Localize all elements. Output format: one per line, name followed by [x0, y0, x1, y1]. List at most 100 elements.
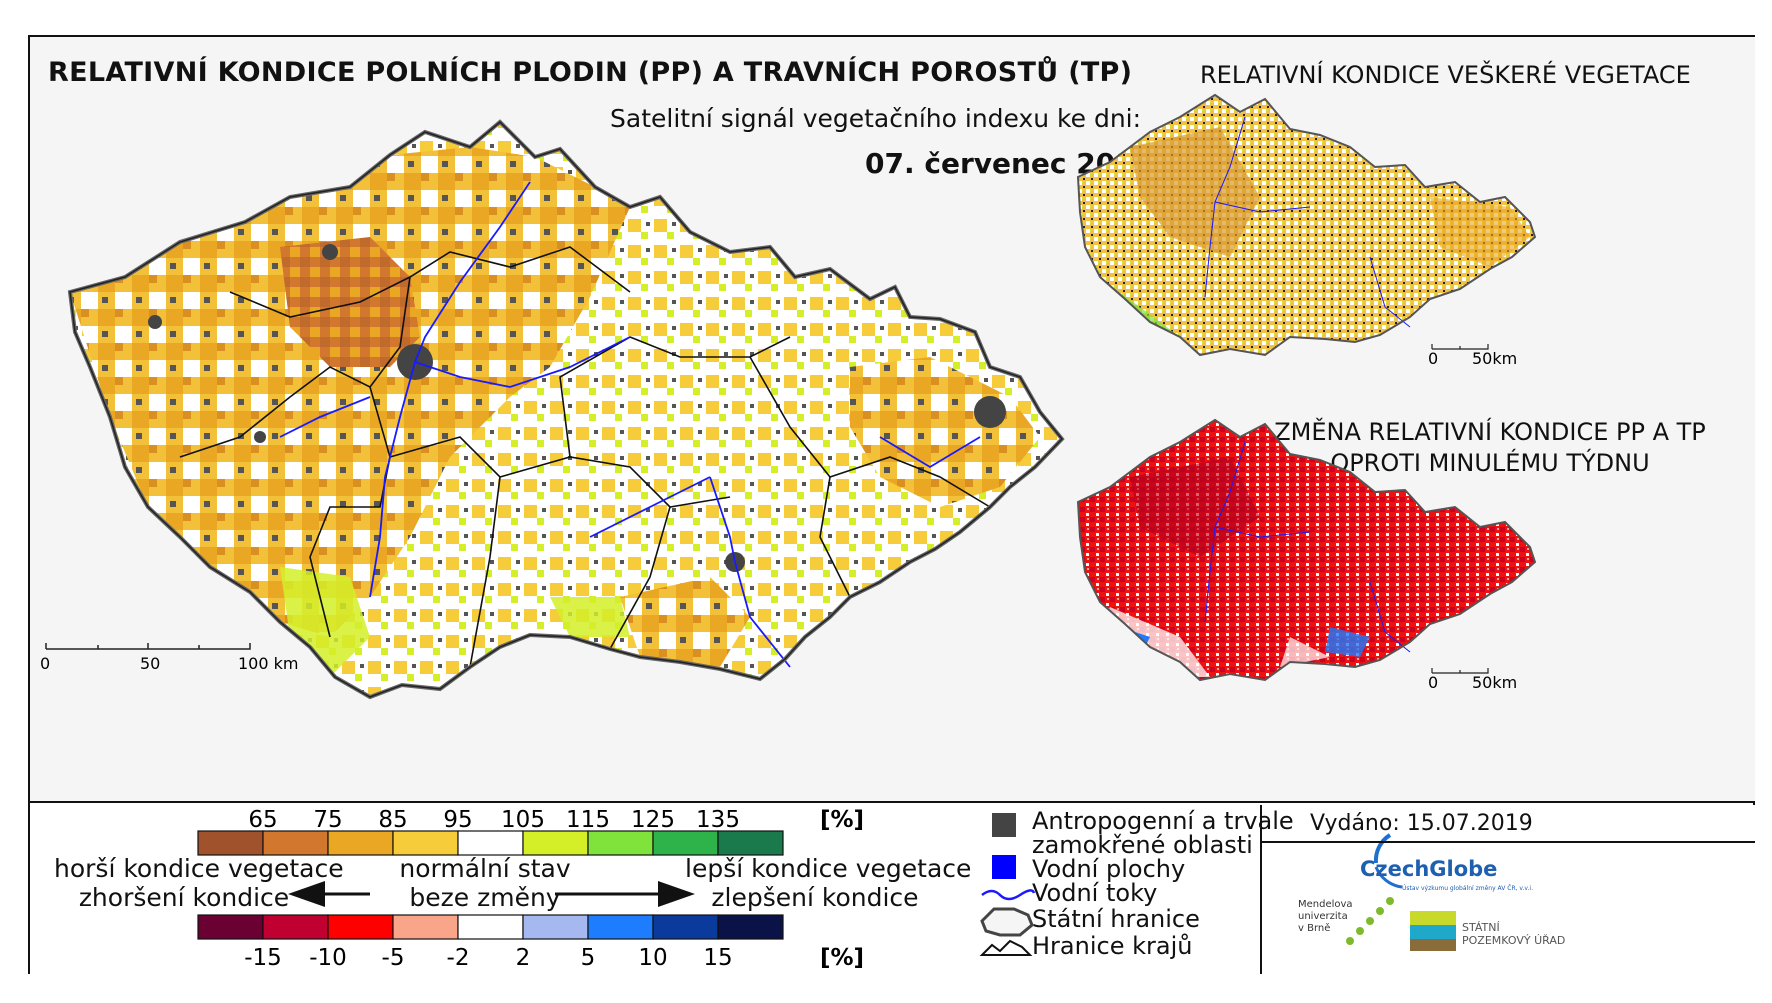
condition-label-2: 85: [378, 807, 407, 833]
rivers: [279, 181, 981, 668]
legend-svg: 65 75 85 95 105 115 125 135 [%] -15 -10 -5 -2 2 5 10 1…: [197, 807, 1456, 971]
no-change-label: beze změny: [409, 883, 561, 912]
water-bodies-swatch: [992, 855, 1016, 879]
spu-logo-icon: [1410, 911, 1456, 951]
water-bodies-label: Vodní plochy: [1032, 855, 1186, 883]
anthropogenic-label-line1: Antropogenní a trvale: [1032, 807, 1294, 835]
state-border-inner: [69, 120, 1064, 698]
legend-panel: 65 75 85 95 105 115 125 135 [%] -15 -10 -5 -2 2 5 10 1…: [30, 805, 1755, 974]
main-scalebar-label-50: 50: [140, 654, 160, 673]
mendel-line1: Mendelova: [1298, 899, 1353, 910]
region-border-label: Hranice krajů: [1032, 932, 1193, 960]
condition-swatch-5: [522, 830, 589, 856]
change-unit: [%]: [820, 945, 864, 971]
change-swatch-2: [327, 914, 394, 940]
change-swatch-0: [197, 914, 264, 940]
condition-label-5: 115: [566, 807, 610, 833]
state-border-icon: [980, 907, 1034, 937]
change-label-0: -15: [244, 945, 282, 971]
inset-vegetation-scalebar: [1431, 344, 1489, 350]
spu-line1: STÁTNÍ: [1462, 921, 1500, 934]
worse-change-label: zhoršení kondice: [78, 883, 290, 912]
czechglobe-logo: CzechGlobe: [1360, 857, 1498, 881]
better-condition-label: lepší kondice vegetace: [685, 854, 972, 883]
condition-label-4: 105: [501, 807, 545, 833]
change-label-5: 5: [581, 945, 596, 971]
map-frame: RELATIVNÍ KONDICE POLNÍCH PLODIN (PP) A …: [28, 35, 1755, 974]
region-borders: [179, 246, 991, 668]
condition-color-bar: [197, 830, 784, 856]
info-divider-h: [1260, 841, 1755, 843]
condition-swatch-8: [717, 830, 784, 856]
right-arrow: [555, 881, 695, 907]
condition-swatch-2: [327, 830, 394, 856]
condition-swatch-0: [197, 830, 264, 856]
worse-condition-label: horší kondice vegetace: [54, 854, 344, 883]
change-swatch-4: [457, 914, 524, 940]
change-swatch-8: [717, 914, 784, 940]
inset-vegetation-rivers: [1204, 116, 1411, 328]
change-labels: -15 -10 -5 -2 2 5 10 15: [244, 945, 732, 971]
subtitle: Satelitní signál vegetačního indexu ke d…: [610, 104, 1142, 133]
main-title: RELATIVNÍ KONDICE POLNÍCH PLODIN (PP) A …: [48, 57, 1133, 88]
state-border-label: Státní hranice: [1032, 905, 1200, 933]
change-swatch-3: [392, 914, 459, 940]
change-label-6: 10: [638, 945, 667, 971]
inset-change-scalebar: [1431, 668, 1489, 674]
mendel-logo: Mendelova univerzita v Brně: [1298, 899, 1353, 935]
main-map: 0 50 100 km: [40, 93, 1537, 700]
condition-swatch-7: [652, 830, 719, 856]
mendel-line3: v Brně: [1298, 923, 1331, 934]
inset-change-scale-50: 50km: [1472, 673, 1517, 692]
mendel-logo-icon: [1346, 897, 1394, 945]
inset-vegetation-map: [1078, 95, 1535, 355]
condition-label-6: 125: [631, 807, 675, 833]
info-divider: [1260, 805, 1262, 974]
inset-change-rivers: [1204, 441, 1411, 653]
change-swatch-7: [652, 914, 719, 940]
normal-state-label: normální stav: [399, 854, 571, 883]
change-label-2: -5: [382, 945, 405, 971]
czechglobe-subtitle: Ústav výzkumu globální změny AV ČR, v.v.…: [1402, 885, 1533, 892]
region-border-icon: [979, 939, 1033, 956]
better-change-label: zlepšení kondice: [711, 883, 919, 912]
inset-vegetation-scale-50: 50km: [1472, 349, 1517, 368]
inset-vegetation-border: [1076, 93, 1537, 357]
water-streams-icon: [981, 889, 1036, 901]
condition-swatch-1: [262, 830, 329, 856]
change-swatch-5: [522, 914, 589, 940]
condition-label-1: 75: [313, 807, 342, 833]
inset-change-scale-0: 0: [1428, 673, 1438, 692]
inset-change-map: [1078, 420, 1535, 680]
spu-line2: POZEMKOVÝ ÚŘAD: [1462, 934, 1566, 947]
condition-swatch-6: [587, 830, 654, 856]
condition-label-7: 135: [696, 807, 740, 833]
condition-unit: [%]: [820, 807, 864, 833]
main-scalebar-label-100: 100 km: [238, 654, 298, 673]
czechglobe-logo-icon: [1373, 833, 1403, 889]
spu-logo: STÁTNÍ POZEMKOVÝ ÚŘAD: [1462, 921, 1565, 947]
condition-swatch-4: [457, 830, 524, 856]
change-label-3: -2: [447, 945, 470, 971]
change-label-4: 2: [516, 945, 531, 971]
anthropogenic-label-line2: zamokřené oblasti: [1032, 831, 1253, 859]
condition-labels: 65 75 85 95 105 115 125 135: [248, 807, 740, 833]
inset-change-title-line2: OPROTI MINULÉMU TÝDNU: [1330, 449, 1650, 477]
change-label-1: -10: [309, 945, 347, 971]
change-swatch-1: [262, 914, 329, 940]
water-streams-label: Vodní toky: [1032, 879, 1158, 907]
change-label-7: 15: [703, 945, 732, 971]
inset-change-border: [1076, 418, 1537, 682]
map-panel: RELATIVNÍ KONDICE POLNÍCH PLODIN (PP) A …: [30, 37, 1755, 803]
mendel-line2: univerzita: [1298, 911, 1348, 922]
inset-change-title: ZMĚNA RELATIVNÍ KONDICE PP A TP OPROTI M…: [1240, 417, 1740, 479]
main-scalebar: [45, 643, 251, 650]
left-arrow: [288, 881, 370, 907]
inset-vegetation-scale-0: 0: [1428, 349, 1438, 368]
anthropogenic-swatch: [992, 813, 1016, 837]
main-scalebar-label-0: 0: [40, 654, 50, 673]
issued-date: Vydáno: 15.07.2019: [1310, 811, 1533, 836]
inset-vegetation-title: RELATIVNÍ KONDICE VEŠKERÉ VEGETACE: [1200, 61, 1691, 89]
condition-swatch-3: [392, 830, 459, 856]
change-color-bar: [197, 914, 784, 940]
